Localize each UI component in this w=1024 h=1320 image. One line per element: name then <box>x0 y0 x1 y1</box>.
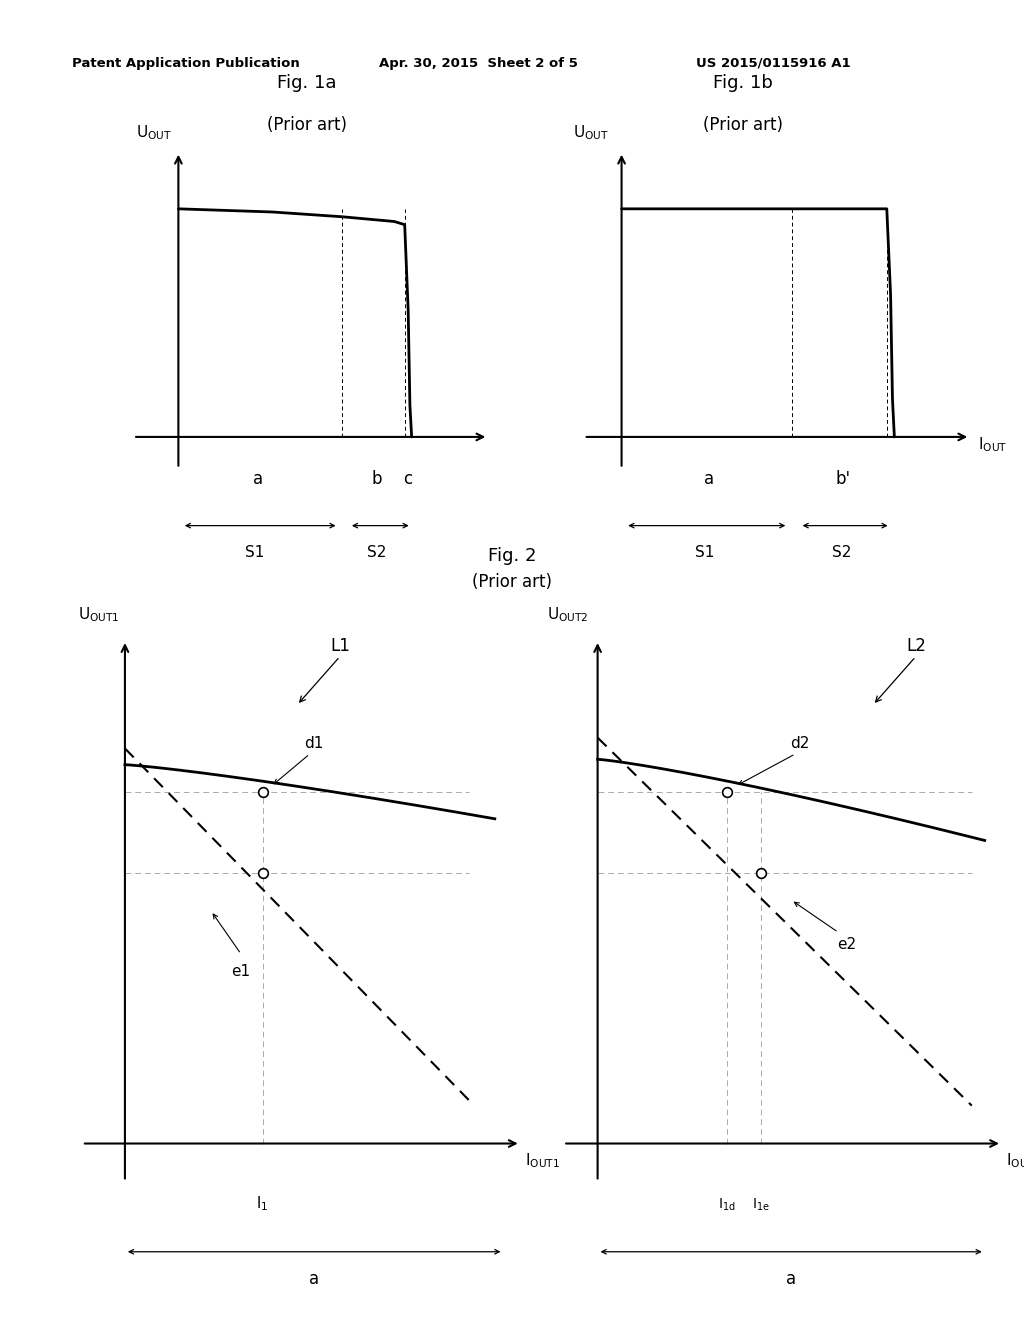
Text: L2: L2 <box>906 638 926 655</box>
Text: e2: e2 <box>838 937 857 952</box>
Text: Apr. 30, 2015  Sheet 2 of 5: Apr. 30, 2015 Sheet 2 of 5 <box>379 57 578 70</box>
Text: d1: d1 <box>304 737 324 751</box>
Text: Fig. 1a: Fig. 1a <box>278 74 337 92</box>
Text: U$_\mathregular{OUT}$: U$_\mathregular{OUT}$ <box>573 124 609 143</box>
Text: S2: S2 <box>831 545 851 560</box>
Text: c: c <box>403 470 413 488</box>
Text: S2: S2 <box>368 545 386 560</box>
Text: d2: d2 <box>791 737 809 751</box>
Text: Fig. 1b: Fig. 1b <box>713 74 773 92</box>
Text: a: a <box>309 1270 319 1288</box>
Text: Fig. 2: Fig. 2 <box>487 546 537 565</box>
Text: b': b' <box>836 470 851 488</box>
Text: b: b <box>372 470 382 488</box>
Text: L1: L1 <box>330 638 350 655</box>
Text: I$_\mathregular{OUT2}$: I$_\mathregular{OUT2}$ <box>1007 1151 1024 1170</box>
Text: US 2015/0115916 A1: US 2015/0115916 A1 <box>696 57 851 70</box>
Text: Patent Application Publication: Patent Application Publication <box>72 57 299 70</box>
Text: S1: S1 <box>246 545 264 560</box>
Text: (Prior art): (Prior art) <box>267 116 347 133</box>
Text: a: a <box>703 470 714 488</box>
Text: a: a <box>786 1270 797 1288</box>
Text: (Prior art): (Prior art) <box>702 116 782 133</box>
Text: a: a <box>253 470 263 488</box>
Text: I$_\mathregular{1d}$: I$_\mathregular{1d}$ <box>718 1196 735 1213</box>
Text: U$_\mathregular{OUT1}$: U$_\mathregular{OUT1}$ <box>78 606 120 624</box>
Text: l$_\mathregular{1}$: l$_\mathregular{1}$ <box>256 1195 268 1213</box>
Text: (Prior art): (Prior art) <box>472 573 552 591</box>
Text: S1: S1 <box>695 545 715 560</box>
Text: U$_\mathregular{OUT}$: U$_\mathregular{OUT}$ <box>136 124 172 143</box>
Text: U$_\mathregular{OUT2}$: U$_\mathregular{OUT2}$ <box>547 606 588 624</box>
Text: I$_\mathregular{OUT}$: I$_\mathregular{OUT}$ <box>978 436 1007 454</box>
Text: I$_\mathregular{1e}$: I$_\mathregular{1e}$ <box>752 1196 770 1213</box>
Text: e1: e1 <box>231 964 251 978</box>
Text: I$_\mathregular{OUT1}$: I$_\mathregular{OUT1}$ <box>525 1151 560 1170</box>
